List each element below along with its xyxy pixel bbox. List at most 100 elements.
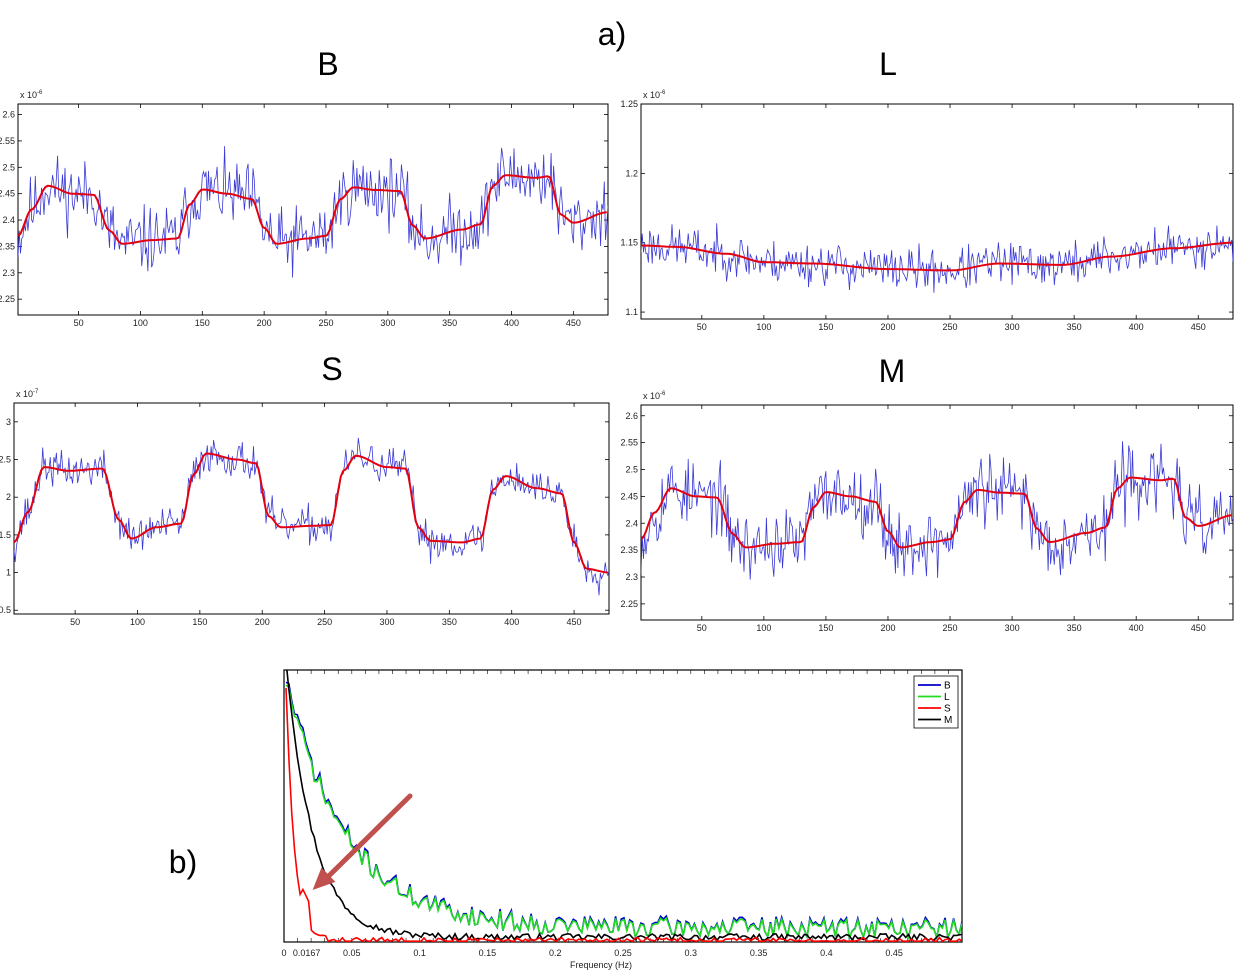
chart-b: Bx 10-6 50 100 150 200 250 300 350 400 450 2.25 2.3… xyxy=(0,46,609,328)
x-tick-label: 0.0167 xyxy=(293,948,321,958)
x-tick-label: 100 xyxy=(130,617,145,627)
series-line-signal xyxy=(18,146,608,278)
chart-spectrum: 0 0.0167 0.05 0.1 0.15 0.2 0.25 0.3 0.35 0.4 0.45 F… xyxy=(281,669,963,970)
x-tick-label: 0 xyxy=(281,948,286,958)
plot-frame xyxy=(17,103,609,316)
x-tick-label: 100 xyxy=(133,318,148,328)
x-tick-label: 200 xyxy=(255,617,270,627)
x-tick-label: 450 xyxy=(1191,623,1206,633)
x-tick-label: 0.45 xyxy=(885,948,903,958)
series-line-fit xyxy=(18,174,607,245)
x-tick-label: 0.2 xyxy=(549,948,562,958)
x-tick-label: 200 xyxy=(257,318,272,328)
legend-label-s: S xyxy=(944,704,951,715)
y-tick-label: 2.6 xyxy=(625,411,638,421)
x-tick-label: 0.15 xyxy=(479,948,497,958)
x-tick-label: 0.1 xyxy=(413,948,426,958)
x-tick-label: 50 xyxy=(697,623,707,633)
annotation-arrow-shaft xyxy=(322,793,413,883)
y-tick-label: 2.35 xyxy=(620,545,638,555)
x-tick-label: 250 xyxy=(318,318,333,328)
y-tick-label: 2.55 xyxy=(620,438,638,448)
x-tick-label: 100 xyxy=(756,623,771,633)
x-tick-label: 50 xyxy=(697,322,707,332)
x-tick-label: 150 xyxy=(818,322,833,332)
y-tick-label: 0.5 xyxy=(0,605,11,615)
x-tick-label: 400 xyxy=(1129,623,1144,633)
x-tick-label: 250 xyxy=(943,322,958,332)
y-tick-label: 2.55 xyxy=(0,136,15,146)
x-axis-label: Frequency (Hz) xyxy=(570,960,632,970)
series-line-m xyxy=(286,670,962,942)
exponent-label: x 10-6 xyxy=(20,90,43,100)
x-tick-label: 350 xyxy=(442,617,457,627)
y-tick-label: 2.35 xyxy=(0,241,15,251)
x-tick-label: 150 xyxy=(818,623,833,633)
panel-label-b: b) xyxy=(169,844,197,880)
x-tick-label: 200 xyxy=(880,322,895,332)
series-line-fit xyxy=(14,452,608,574)
exponent-label: x 10-7 xyxy=(16,389,39,399)
x-tick-label: 50 xyxy=(70,617,80,627)
exponent-label: x 10-6 xyxy=(643,391,666,401)
y-tick-label: 2.5 xyxy=(625,465,638,475)
x-tick-label: 350 xyxy=(1067,623,1082,633)
series-line-fit xyxy=(641,241,1232,272)
exponent-power: -6 xyxy=(37,90,43,96)
y-tick-label: 1 xyxy=(6,568,11,578)
y-tick-label: 2.5 xyxy=(2,162,15,172)
panel-label-a: a) xyxy=(598,16,626,52)
annotation-arrow-head xyxy=(312,867,336,890)
x-tick-label: 400 xyxy=(1129,322,1144,332)
x-tick-label: 0.4 xyxy=(820,948,833,958)
exponent-power: -6 xyxy=(660,391,666,397)
y-tick-label: 2.3 xyxy=(625,572,638,582)
x-tick-label: 50 xyxy=(74,318,84,328)
legend-label-b: B xyxy=(944,681,951,692)
legend-label-m: M xyxy=(944,715,952,726)
x-tick-label: 400 xyxy=(504,318,519,328)
x-tick-label: 450 xyxy=(1191,322,1206,332)
y-tick-label: 2.6 xyxy=(2,110,15,120)
chart-title: S xyxy=(321,351,342,387)
y-tick-label: 2.4 xyxy=(625,518,638,528)
y-tick-label: 1.5 xyxy=(0,530,11,540)
x-tick-label: 350 xyxy=(1067,322,1082,332)
exponent-power: -7 xyxy=(33,389,39,395)
y-tick-label: 2.3 xyxy=(2,268,15,278)
x-tick-label: 200 xyxy=(880,623,895,633)
y-tick-label: 1.25 xyxy=(620,99,638,109)
plot-frame xyxy=(640,103,1234,320)
y-tick-label: 1.1 xyxy=(625,307,638,317)
series-line-fit xyxy=(641,476,1232,549)
chart-title: M xyxy=(879,353,906,389)
chart-title: L xyxy=(879,46,897,82)
y-tick-label: 2 xyxy=(6,492,11,502)
x-tick-label: 250 xyxy=(317,617,332,627)
series-line-signal xyxy=(641,441,1233,580)
x-tick-label: 100 xyxy=(756,322,771,332)
series-line-l xyxy=(285,684,962,941)
x-tick-label: 300 xyxy=(1005,322,1020,332)
x-tick-label: 250 xyxy=(943,623,958,633)
series-line-s xyxy=(285,687,962,942)
y-tick-label: 2.4 xyxy=(2,215,15,225)
y-tick-label: 2.25 xyxy=(620,599,638,609)
y-tick-label: 2.45 xyxy=(0,189,15,199)
exponent-label: x 10-6 xyxy=(643,90,666,100)
y-tick-label: 2.25 xyxy=(0,294,15,304)
x-tick-label: 300 xyxy=(380,318,395,328)
x-tick-label: 350 xyxy=(442,318,457,328)
x-tick-label: 0.35 xyxy=(750,948,768,958)
x-tick-label: 450 xyxy=(567,617,582,627)
chart-l: Lx 10-6 50 100 150 200 250 300 350 400 450 1.1 1.15… xyxy=(620,46,1234,332)
plot-frame xyxy=(640,404,1234,621)
legend-label-l: L xyxy=(944,692,950,703)
x-tick-label: 0.05 xyxy=(343,948,361,958)
y-tick-label: 1.2 xyxy=(625,168,638,178)
x-tick-label: 450 xyxy=(566,318,581,328)
y-tick-label: 2.45 xyxy=(620,491,638,501)
x-tick-label: 300 xyxy=(379,617,394,627)
chart-s: Sx 10-7 50 100 150 200 250 300 350 400 450 0.5 1 1.5… xyxy=(0,351,610,627)
